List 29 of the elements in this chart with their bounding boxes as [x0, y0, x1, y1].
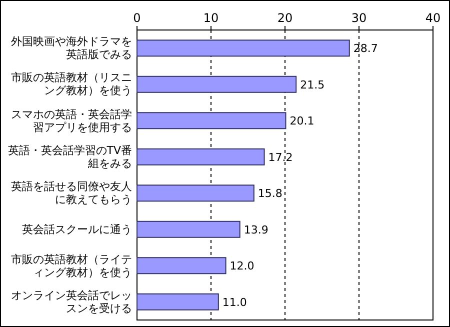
bar	[136, 184, 254, 202]
y-tick-label: 英語・英会話学習のTV番組をみる	[6, 144, 132, 170]
data-label: 11.0	[222, 296, 247, 309]
y-tick-label: 市販の英語教材（リスニング教材）を使う	[10, 71, 132, 98]
data-label: 12.0	[230, 260, 254, 273]
x-tick-label: 30	[351, 11, 367, 25]
bar	[136, 257, 226, 274]
x-tick-label: 10	[203, 11, 219, 25]
y-tick-label: スマホの英語・英会話学習アプリを使用する	[10, 108, 132, 134]
x-tick-label: 20	[277, 11, 293, 25]
data-label: 21.5	[300, 78, 325, 92]
y-tick-label: 市販の英語教材（ライティング教材）を使う	[10, 252, 132, 279]
x-tick-label: 0	[133, 11, 141, 25]
bar	[136, 148, 265, 166]
data-label: 28.7	[353, 42, 378, 56]
y-tick-label: 英語を話せる同僚や友人に教えてもらう	[10, 180, 132, 206]
y-tick-label: 外国映画や海外ドラマを英語版でみる	[10, 35, 132, 62]
data-label: 13.9	[244, 223, 268, 236]
data-label: 17.2	[268, 150, 293, 164]
data-label: 15.8	[258, 187, 282, 200]
bar	[136, 76, 297, 93]
x-tick-label: 40	[425, 11, 441, 25]
data-label: 20.1	[290, 114, 314, 128]
y-tick-label: オンライン英会話でレッスンを受ける	[10, 288, 132, 315]
y-tick-label: 英会話スクールに通う	[22, 222, 132, 236]
bar	[136, 112, 286, 130]
bar	[136, 40, 350, 57]
bar	[136, 293, 219, 310]
bar	[136, 220, 240, 238]
